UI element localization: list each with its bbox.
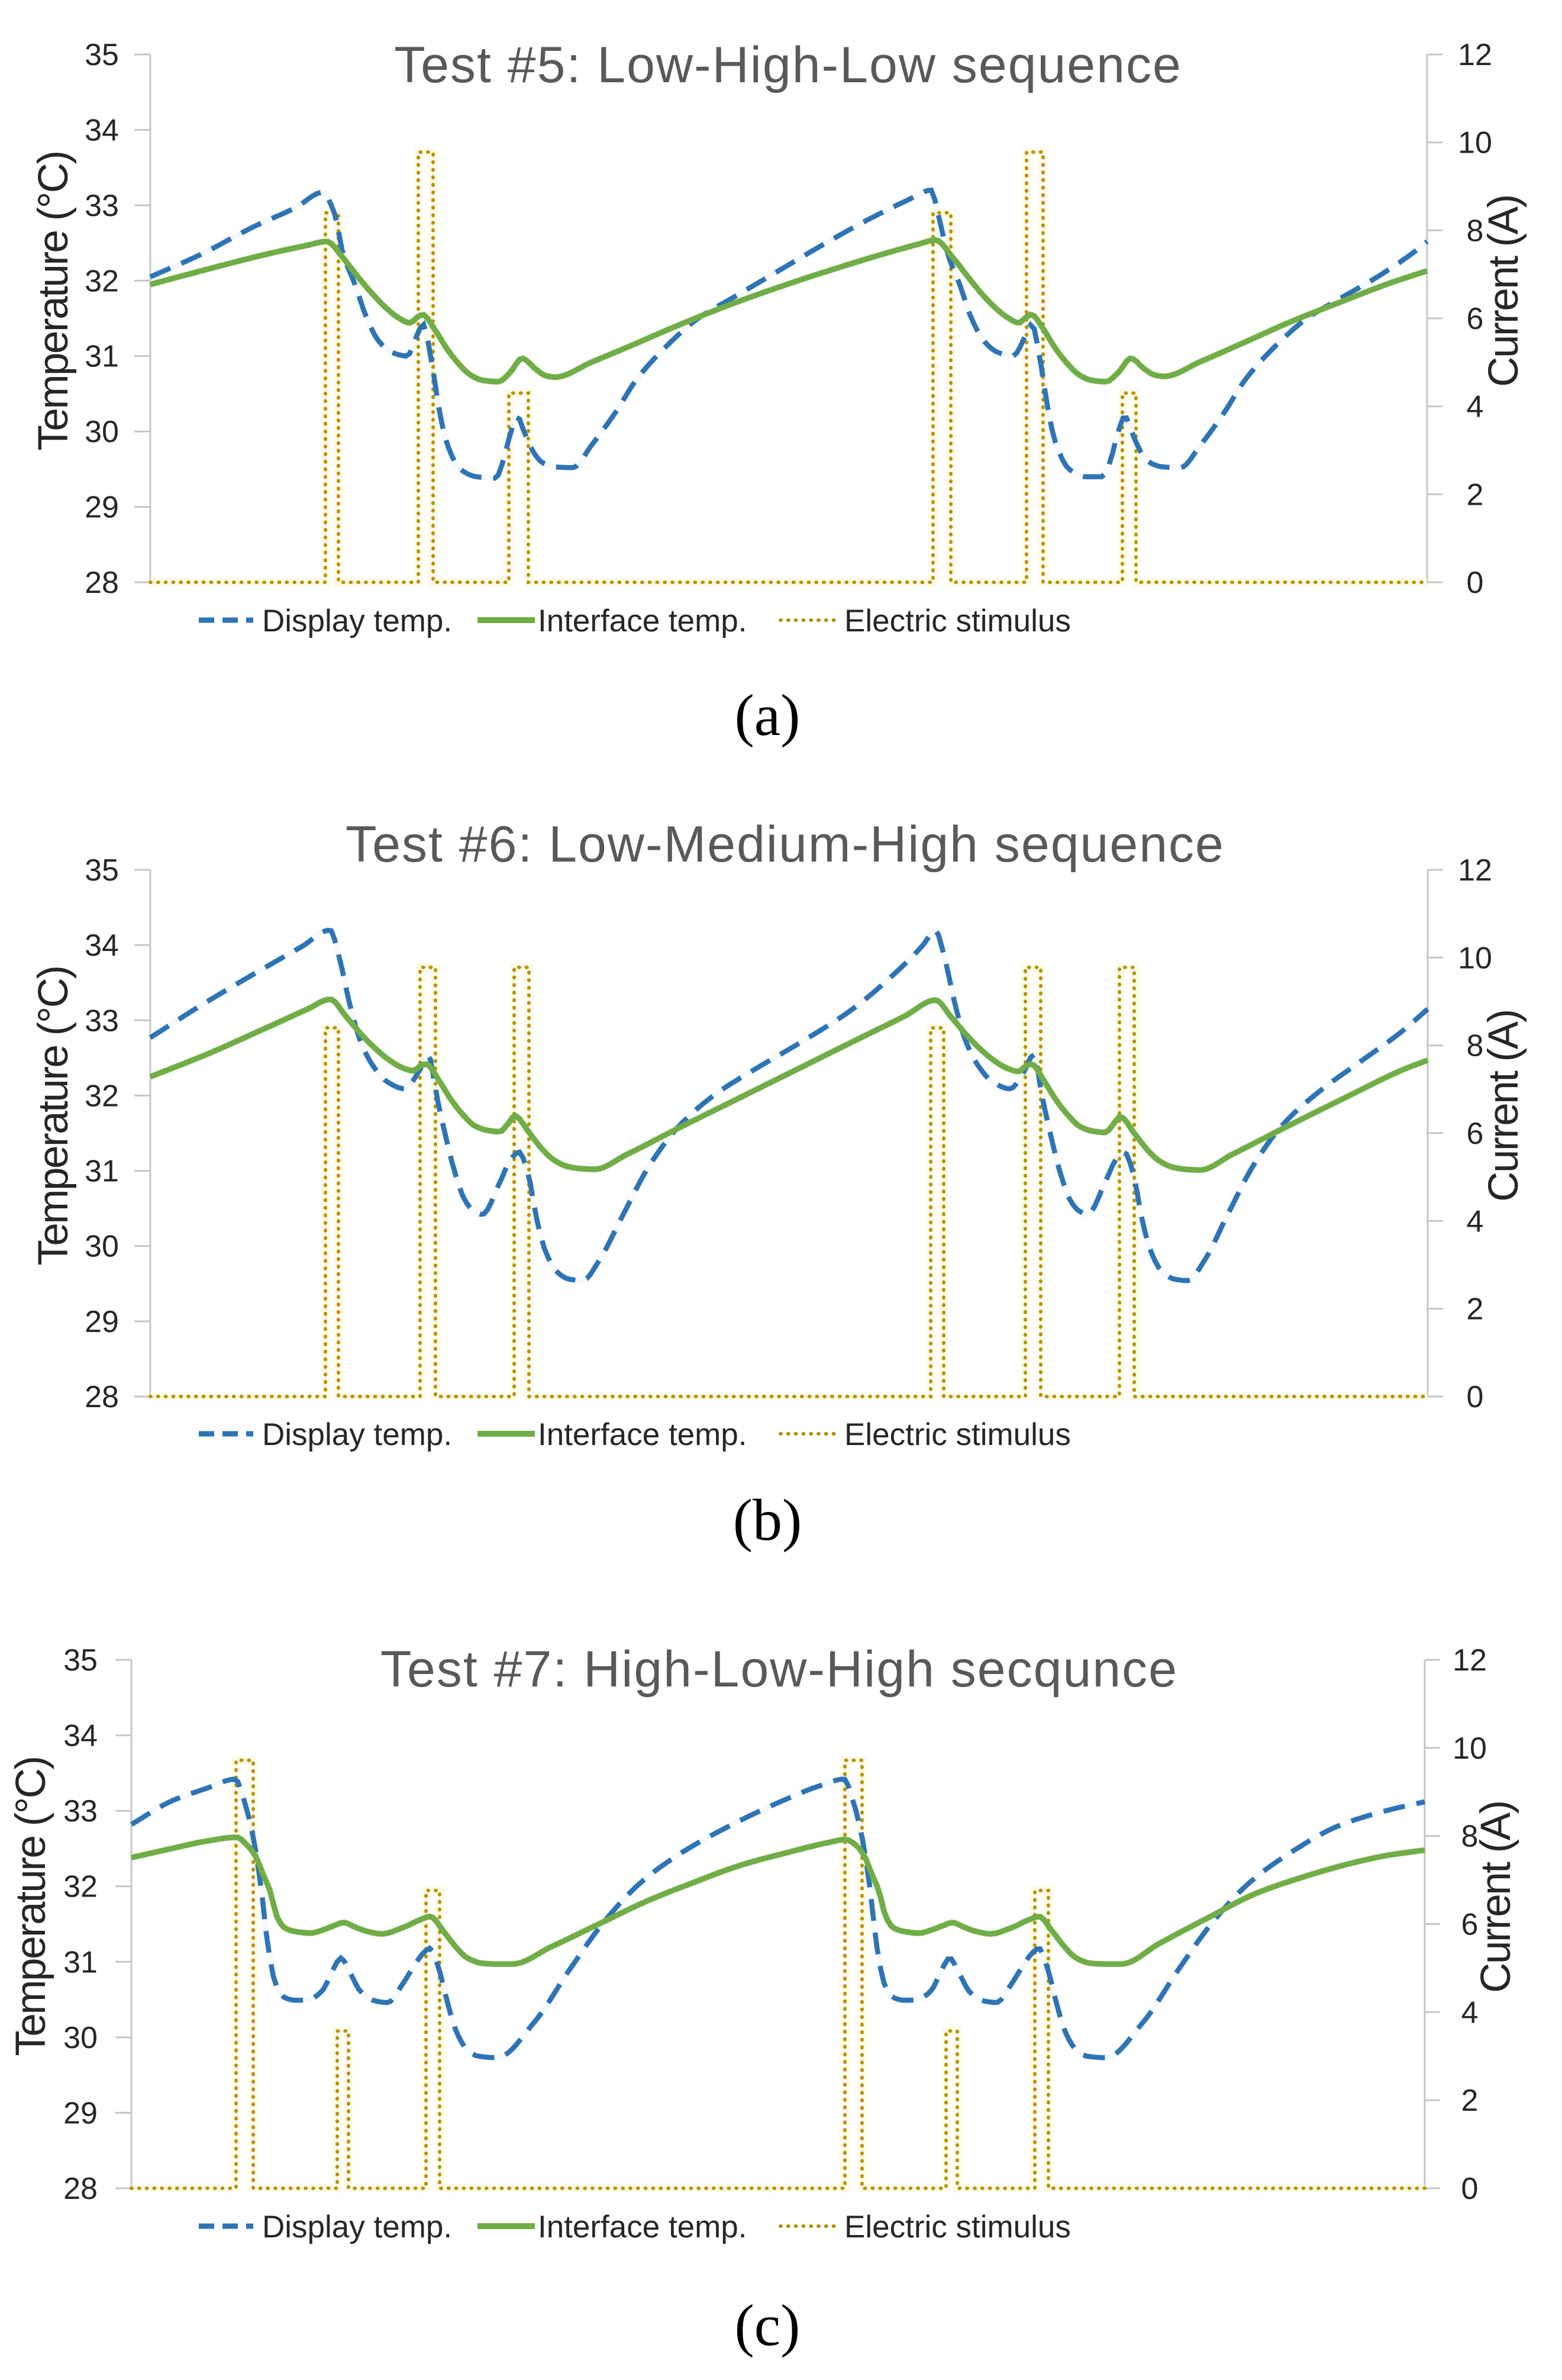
svg-text:33: 33 [85,1004,119,1038]
svg-text:12: 12 [1458,853,1492,888]
svg-text:29: 29 [85,1305,119,1339]
svg-text:32: 32 [85,264,119,298]
svg-text:32: 32 [63,1870,98,1904]
svg-text:10: 10 [1458,126,1492,160]
svg-text:6: 6 [1467,302,1484,336]
svg-text:31: 31 [85,1154,119,1189]
svg-text:6: 6 [1461,1908,1479,1942]
svg-text:Temperature (°C): Temperature (°C) [30,966,77,1265]
svg-text:(a): (a) [735,682,801,748]
svg-text:29: 29 [85,491,119,525]
svg-text:Electric stimulus: Electric stimulus [844,1417,1071,1452]
svg-text:Interface temp.: Interface temp. [538,2210,747,2244]
svg-text:2: 2 [1467,478,1484,512]
svg-text:Display temp.: Display temp. [262,2210,452,2244]
svg-text:6: 6 [1467,1117,1484,1151]
svg-text:12: 12 [1458,38,1492,72]
svg-text:10: 10 [1453,1731,1487,1766]
svg-text:0: 0 [1461,2172,1479,2206]
svg-text:2: 2 [1461,2084,1479,2118]
svg-text:33: 33 [63,1794,98,1828]
svg-text:8: 8 [1467,214,1484,248]
svg-text:30: 30 [85,1230,119,1264]
svg-text:0: 0 [1467,1380,1484,1414]
svg-text:32: 32 [85,1079,119,1113]
svg-text:8: 8 [1461,1820,1479,1854]
svg-text:33: 33 [85,189,119,223]
svg-text:35: 35 [85,853,119,888]
svg-text:30: 30 [85,415,119,449]
svg-text:4: 4 [1467,390,1484,424]
svg-text:(b): (b) [733,1487,802,1553]
svg-text:31: 31 [63,1945,98,1979]
svg-text:2: 2 [1467,1292,1484,1327]
svg-text:8: 8 [1467,1029,1484,1063]
svg-text:34: 34 [63,1719,98,1753]
svg-text:Interface temp.: Interface temp. [538,1417,747,1452]
svg-text:Temperature (°C): Temperature (°C) [30,151,77,450]
svg-text:28: 28 [63,2172,98,2206]
svg-text:35: 35 [63,1643,98,1678]
svg-text:Electric stimulus: Electric stimulus [844,604,1071,638]
svg-text:4: 4 [1467,1204,1484,1239]
svg-text:Test #7: High-Low-High secqunc: Test #7: High-Low-High secqunce [380,1641,1178,1698]
svg-text:29: 29 [63,2096,98,2130]
svg-text:Display temp.: Display temp. [262,604,452,638]
svg-text:4: 4 [1461,1995,1479,2030]
svg-text:Current (A): Current (A) [1480,195,1527,387]
svg-text:Current (A): Current (A) [1473,1801,1519,1993]
svg-text:30: 30 [63,2021,98,2055]
svg-text:35: 35 [85,38,119,72]
svg-text:28: 28 [85,566,119,600]
svg-text:Test #6: Low-Medium-High seque: Test #6: Low-Medium-High sequence [346,816,1225,873]
svg-text:Interface temp.: Interface temp. [538,604,747,638]
svg-text:34: 34 [85,113,119,147]
svg-text:34: 34 [85,928,119,963]
svg-text:Current (A): Current (A) [1480,1010,1527,1202]
svg-text:28: 28 [85,1380,119,1414]
svg-text:(c): (c) [735,2292,801,2358]
svg-text:Test #5: Low-High-Low sequence: Test #5: Low-High-Low sequence [394,37,1182,93]
svg-text:31: 31 [85,340,119,374]
svg-text:12: 12 [1453,1643,1487,1678]
svg-text:Display temp.: Display temp. [262,1417,452,1452]
svg-text:Temperature (°C): Temperature (°C) [8,1757,54,2056]
svg-text:10: 10 [1458,941,1492,975]
svg-text:Electric stimulus: Electric stimulus [844,2210,1071,2244]
svg-text:0: 0 [1467,566,1484,600]
